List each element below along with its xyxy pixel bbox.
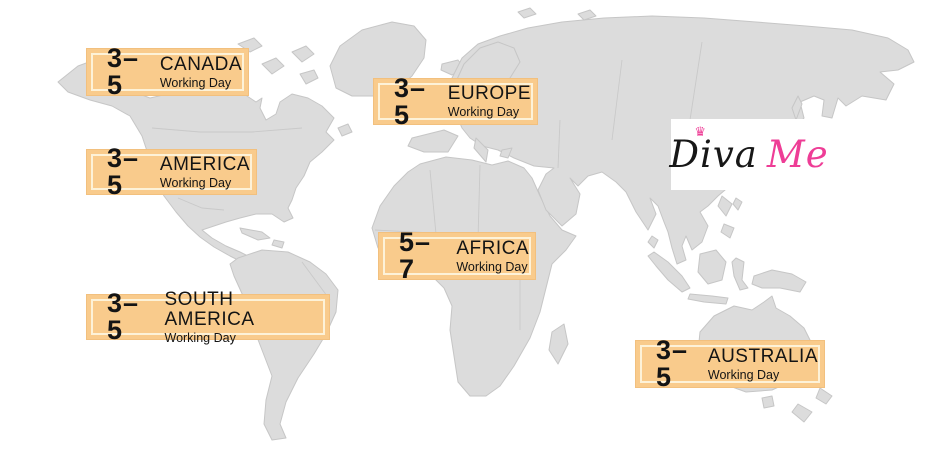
region-name: SOUTH AMERICA [164,288,255,330]
region-name: AMERICA [159,153,250,175]
shipping-label-inner: 3–5 CANADA Working Day [91,45,244,99]
shipping-label-inner: 3–5 AUSTRALIA Working Day [640,337,820,391]
shipping-label-australia: 3–5 AUSTRALIA Working Day [635,337,825,391]
shipping-days: 3–5 [656,335,689,392]
region-name: CANADA [159,53,242,75]
shipping-days: 5–7 [399,227,432,284]
working-day-text: Working Day [447,105,520,120]
crown-icon: ♛ [694,125,707,140]
working-day-text: Working Day [164,330,236,345]
shipping-days: 3–5 [107,288,140,345]
shipping-label-canada: 3–5 CANADA Working Day [86,45,249,99]
shipping-label-inner: 3–5 EUROPE Working Day [378,74,533,128]
shipping-days: 3–5 [107,43,140,100]
shipping-days: 3–5 [394,72,427,130]
shipping-days: 3–5 [107,143,140,200]
working-day-text: Working Day [159,75,232,90]
logo-word-me: Me [766,133,829,176]
shipping-label-inner: 3–5 SOUTH AMERICA Working Day [91,289,325,344]
shipping-label-europe: 3–5 EUROPE Working Day [373,74,538,128]
shipping-label-inner: 5–7 AFRICA Working Day [383,229,531,283]
region-name: AUSTRALIA [707,345,818,367]
shipping-label-america: 3–5 AMERICA Working Day [86,145,257,199]
logo-word-diva: Diva [669,133,758,176]
working-day-text: Working Day [456,259,528,274]
shipping-label-inner: 3–5 AMERICA Working Day [91,145,252,199]
logo-diva-wrap: ♛ Diva [669,126,758,176]
working-day-text: Working Day [159,175,232,190]
brand-logo: ♛ Diva Me [669,119,829,190]
shipping-label-africa: 5–7 AFRICA Working Day [378,229,536,283]
working-day-text: Working Day [707,367,780,382]
shipping-label-south-america: 3–5 SOUTH AMERICA Working Day [86,289,330,344]
region-name: AFRICA [456,237,529,259]
region-name: EUROPE [447,83,531,105]
